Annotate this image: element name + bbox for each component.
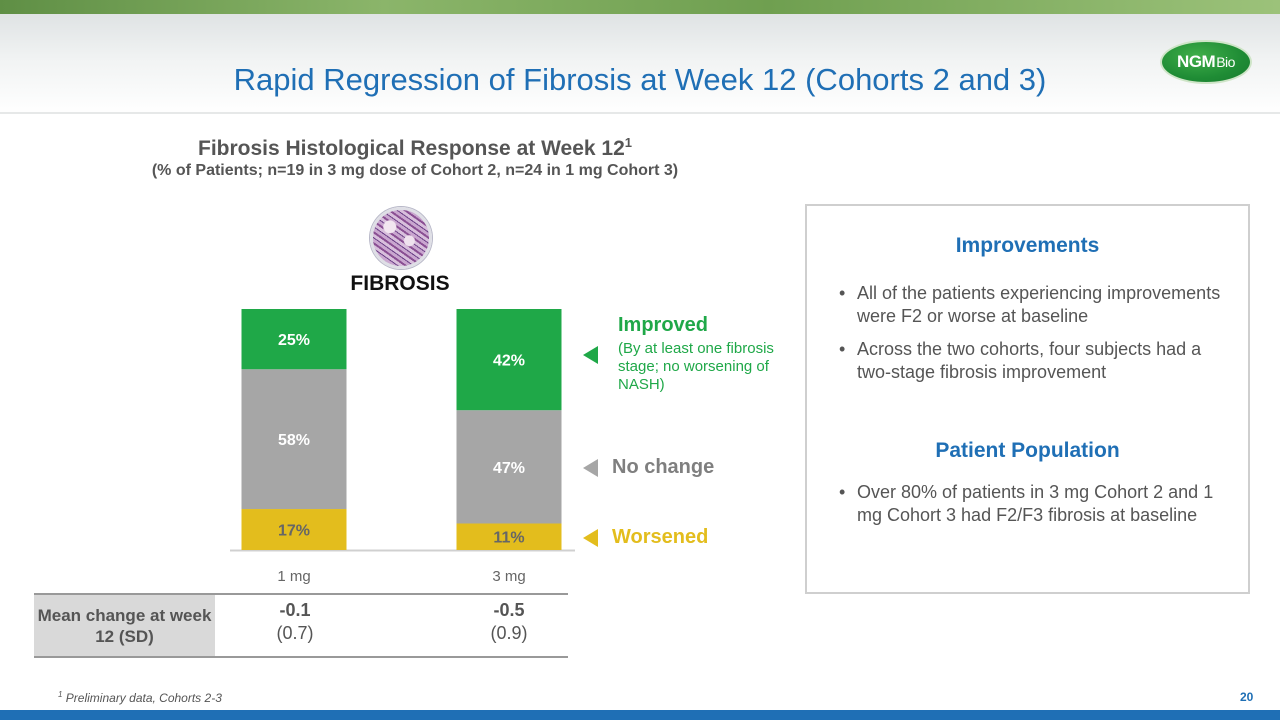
bar-improved-0 xyxy=(241,309,347,370)
legend-improved: Improved xyxy=(618,314,709,336)
chart-subtitle: (% of Patients; n=19 in 3 mg dose of Coh… xyxy=(151,162,679,179)
legend-worsened: Worsened xyxy=(612,526,709,548)
table-cell-1mg: -0.1 (0.7) xyxy=(220,600,370,644)
data-label: 58% xyxy=(278,432,310,449)
bar-no-change-0 xyxy=(241,369,347,510)
list-item: All of the patients experiencing improve… xyxy=(827,282,1237,328)
table-cell-3mg: -0.5 (0.9) xyxy=(434,600,584,644)
header-divider xyxy=(0,112,1280,114)
list-item: Over 80% of patients in 3 mg Cohort 2 an… xyxy=(827,481,1237,527)
ngmbio-logo: NGM Bio xyxy=(1160,40,1252,84)
logo-suffix-text: Bio xyxy=(1216,54,1235,70)
bar-worsened-0 xyxy=(241,509,347,550)
footnote-marker: 1 xyxy=(58,690,63,699)
mean-change-value: -0.1 xyxy=(279,600,311,620)
data-label: 25% xyxy=(278,332,310,349)
improvements-heading: Improvements xyxy=(955,234,1100,257)
fibrosis-label: FIBROSIS xyxy=(350,272,450,295)
table-row-header: Mean change at week 12 (SD) xyxy=(34,595,215,656)
population-heading: Patient Population xyxy=(935,439,1120,462)
table-bottom-rule xyxy=(34,656,568,658)
slide-title: Rapid Regression of Fibrosis at Week 12 … xyxy=(233,62,1047,97)
bottom-decorative-band xyxy=(0,710,1280,720)
legend-no-change: No change xyxy=(612,456,715,478)
data-label: 17% xyxy=(278,523,310,540)
legend-improved-note: (By at least one fibrosis stage; no wors… xyxy=(618,340,774,393)
improvements-list: All of the patients experiencing improve… xyxy=(827,272,1237,384)
findings-panel: Improvements All of the patients experie… xyxy=(805,204,1250,594)
x-tick-label: 1 mg xyxy=(277,568,310,585)
population-list: Over 80% of patients in 3 mg Cohort 2 an… xyxy=(827,471,1237,527)
x-tick-label: 3 mg xyxy=(492,568,525,585)
no-change-arrow-icon xyxy=(583,459,598,477)
top-decorative-band xyxy=(0,0,1280,14)
data-label: 47% xyxy=(493,460,525,477)
header-background xyxy=(0,14,1280,114)
mean-change-value: -0.5 xyxy=(493,600,525,620)
page-number: 20 xyxy=(1240,690,1254,704)
list-item: Across the two cohorts, four subjects ha… xyxy=(827,338,1237,384)
footnote-text: Preliminary data, Cohorts 2-3 xyxy=(65,691,222,705)
fibrosis-tissue-icon xyxy=(370,207,432,269)
data-label: 11% xyxy=(493,530,524,547)
improved-arrow-icon xyxy=(583,346,598,364)
data-label: 42% xyxy=(493,353,525,370)
chart-title: Fibrosis Histological Response at Week 1… xyxy=(40,135,790,161)
table-top-rule xyxy=(34,593,568,595)
chart-title-text: Fibrosis Histological Response at Week 1… xyxy=(198,137,625,160)
bar-improved-1 xyxy=(456,309,562,411)
mean-change-sd: (0.9) xyxy=(490,623,528,643)
bar-worsened-1 xyxy=(456,523,562,550)
bar-no-change-1 xyxy=(456,410,562,524)
worsened-arrow-icon xyxy=(583,529,598,547)
mean-change-sd: (0.7) xyxy=(276,623,314,643)
footnote: 1 Preliminary data, Cohorts 2-3 xyxy=(58,690,222,705)
chart-title-superscript: 1 xyxy=(624,135,632,150)
logo-main-text: NGM xyxy=(1177,52,1216,71)
